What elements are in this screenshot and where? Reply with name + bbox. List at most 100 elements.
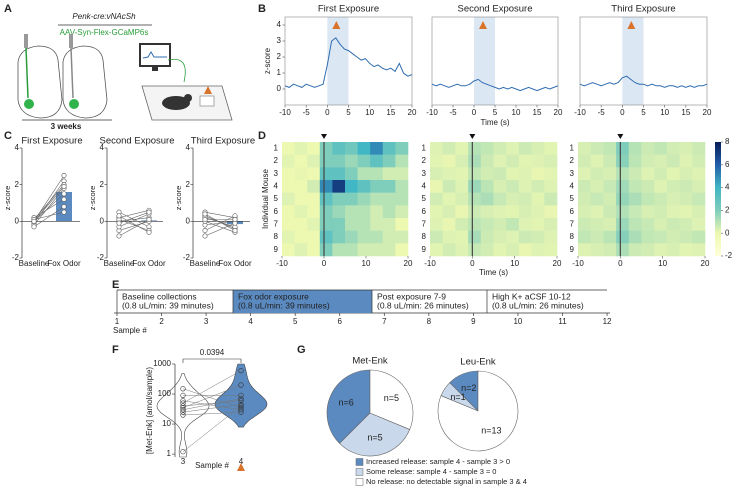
x-tick-label: Fox Odor (47, 259, 81, 268)
heat-cell (544, 142, 558, 155)
heat-cell (518, 167, 532, 181)
heat-cell (319, 243, 333, 257)
x-axis-label: Time (s) (480, 118, 509, 127)
point (232, 217, 238, 223)
heat-cell (345, 218, 358, 231)
pair-line (182, 400, 242, 407)
heat-cell (332, 230, 346, 244)
panel-label: G (297, 344, 306, 356)
segment-title: Baseline collections (122, 291, 197, 301)
chart-title: Third Exposure (611, 4, 675, 15)
heat-cell (654, 243, 668, 257)
heat-cell (518, 230, 532, 244)
heat-cell (578, 142, 591, 155)
heat-cell (578, 154, 591, 168)
fox-icon (627, 21, 636, 29)
slice-label: n=2 (461, 383, 476, 393)
point (116, 213, 122, 219)
pair-line (204, 221, 236, 233)
pair-line (118, 211, 150, 228)
heat-cell (282, 180, 295, 193)
heat-cell (518, 154, 532, 168)
timeline-axis-label: Sample # (113, 326, 147, 335)
heat-cell (679, 142, 693, 155)
heat-cell (294, 192, 308, 206)
heat-cell (616, 180, 630, 193)
panel-label: A (4, 3, 12, 15)
heat-cell (578, 180, 591, 193)
heat-cell (616, 230, 630, 244)
row-label: 8 (570, 232, 575, 241)
x-tick-label: Fox Odor (132, 259, 166, 268)
x-tick-label: -5 (449, 108, 457, 117)
heat-cell (692, 167, 706, 181)
x-tick-label: 5 (493, 108, 498, 117)
stimulus-shade (327, 17, 349, 105)
heat-cell (294, 205, 308, 219)
heat-cell (628, 180, 642, 193)
heat-cell (692, 218, 706, 231)
point (202, 211, 208, 217)
timeline-tick-label: 2 (159, 317, 164, 326)
heat-cell (345, 230, 358, 244)
heat-cell (480, 192, 494, 206)
heat-cell (641, 167, 655, 181)
slice-label: n=13 (481, 425, 501, 435)
fiber (25, 47, 29, 99)
heat-cell (628, 205, 642, 219)
heat-cell (628, 192, 642, 206)
pair-line (182, 404, 242, 413)
x-tick-label: 10 (512, 108, 521, 117)
heat-cell (382, 180, 396, 193)
heat-cell (506, 218, 520, 231)
segment-detail: (0.8 uL/min: 26 minutes) (377, 300, 469, 310)
heat-cell (578, 243, 591, 257)
x-tick-label: 0 (325, 108, 330, 117)
point (238, 396, 244, 402)
heat-cell (590, 180, 604, 193)
row-label: 5 (570, 194, 575, 203)
heat-cell (282, 142, 295, 155)
mouse-head (184, 94, 192, 102)
heat-cell (430, 192, 443, 206)
colorbar-tick-label: 0 (725, 228, 730, 237)
heat-cell (332, 205, 346, 219)
x-tick-label: 15 (386, 108, 395, 117)
heat-cell (531, 192, 545, 206)
point (238, 409, 244, 415)
pair-line (204, 215, 236, 231)
heat-cell (357, 230, 371, 244)
y-tick-label: -2 (183, 253, 191, 262)
y-axis-label: [Met-Enk] (amol/sample) (145, 367, 154, 454)
heat-cell (282, 154, 295, 168)
heat-cell (294, 230, 308, 244)
heat-cell (679, 230, 693, 244)
row-label: 8 (274, 232, 279, 241)
heat-cell (357, 167, 371, 181)
heat-cell (468, 167, 482, 181)
heat-cell (319, 192, 333, 206)
heat-cell (282, 167, 295, 181)
heat-cell (616, 167, 630, 181)
y-tick-label: 1 (167, 449, 172, 458)
pair-line (182, 405, 242, 452)
legend-label: Increased release: sample 4 - sample 3 >… (366, 457, 510, 466)
x-tick-label: -10 (426, 108, 438, 117)
point (238, 407, 244, 413)
legend-swatch (355, 468, 364, 476)
heat-cell (531, 205, 545, 219)
heat-cell (370, 218, 384, 231)
row-label: 9 (422, 245, 427, 254)
heat-cell (370, 192, 384, 206)
construct: Penk-cre:vNAcSh (72, 12, 136, 21)
heat-cell (430, 205, 443, 219)
x-tick-label: 0 (620, 108, 625, 117)
heat-cell (395, 205, 409, 219)
heat-cell (294, 154, 308, 168)
x-tick-label: -10 (276, 259, 288, 268)
heat-cell (307, 154, 321, 168)
x-tick-label: -10 (572, 259, 584, 268)
pair-line (33, 211, 65, 220)
x-tick-label: 20 (408, 108, 417, 117)
x-tick-label: -10 (279, 108, 291, 117)
